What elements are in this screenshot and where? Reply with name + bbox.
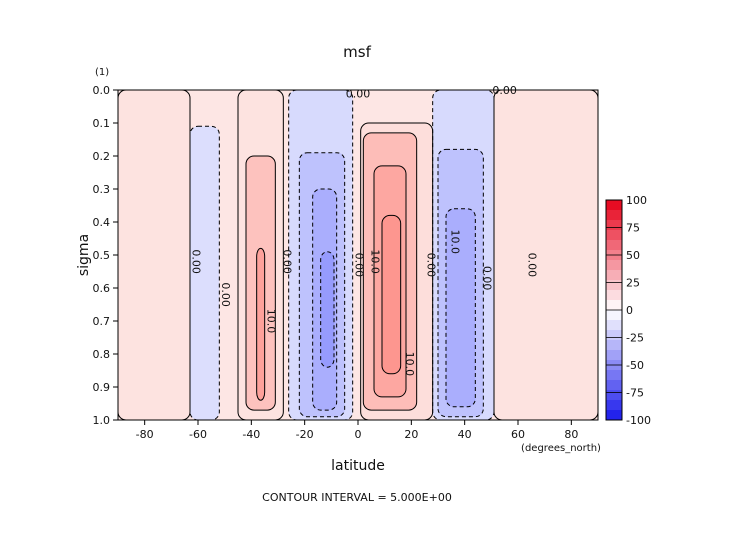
y-tick-label: 0.9 — [93, 381, 111, 394]
contour-line-14 — [381, 214, 402, 375]
x-axis-units: (degrees_north) — [521, 443, 601, 454]
contour-interval-footer: CONTOUR INTERVAL = 5.000E+00 — [262, 491, 452, 504]
colorbar: 100 75 50 25 0 -25 -50 -75 -100 — [605, 194, 651, 427]
colorbar-label: 25 — [626, 277, 640, 290]
contour-label: 0.00 — [480, 266, 493, 291]
colorbar-swatch — [606, 320, 622, 331]
x-tick-label: -60 — [189, 428, 207, 441]
y-tick-label: 1.0 — [93, 414, 111, 427]
colorbar-swatch — [606, 230, 622, 241]
chart-title: msf — [343, 43, 371, 61]
colorbar-swatch — [606, 350, 622, 361]
x-tick-label: -40 — [242, 428, 260, 441]
contour-label: 0.00 — [424, 253, 437, 278]
contour-line-13 — [373, 165, 407, 398]
contour-line-10 — [312, 188, 338, 411]
colorbar-label: 0 — [626, 304, 633, 317]
colorbar-swatch — [606, 330, 622, 341]
contour-label: 10.0 — [448, 230, 461, 255]
y-tick-label: 0.8 — [93, 348, 111, 361]
colorbar-swatch — [606, 270, 622, 281]
colorbar-swatch — [606, 410, 622, 421]
contour-line-6 — [493, 90, 598, 420]
colorbar-label: 100 — [626, 194, 647, 207]
colorbar-swatch — [606, 280, 622, 291]
y-tick-label: 0.7 — [93, 315, 111, 328]
contour-line-15 — [437, 148, 484, 418]
field-band-0 — [118, 90, 190, 420]
field-band-1 — [190, 126, 220, 420]
colorbar-swatch — [606, 200, 622, 211]
y-axis-ticks: 0.0 0.1 0.2 0.3 0.4 0.5 0.6 0.7 0.8 0.9 1.0 — [93, 84, 118, 427]
contour-line-16 — [445, 208, 476, 408]
contour-line-11 — [320, 251, 335, 368]
contour-label: 0.00 — [190, 249, 203, 274]
y-tick-label: 0.3 — [93, 183, 111, 196]
field-core-7 — [382, 215, 401, 374]
y-tick-label: 0.4 — [93, 216, 111, 229]
colorbar-swatch — [606, 340, 622, 351]
field-core-4 — [320, 251, 334, 368]
contour-layer — [118, 90, 598, 420]
x-tick-label: -80 — [136, 428, 154, 441]
contour-label: 0.00 — [526, 253, 539, 278]
colorbar-label: -75 — [626, 387, 644, 400]
contour-line-1 — [189, 125, 220, 420]
contour-line-12 — [362, 132, 418, 411]
colorbar-swatch — [606, 310, 622, 321]
x-tick-label: 60 — [511, 428, 525, 441]
field-layer — [118, 90, 598, 420]
contour-label: 0.00 — [492, 84, 516, 97]
y-tick-label: 0.6 — [93, 282, 111, 295]
field-band-6 — [494, 90, 598, 420]
contour-label: 0.00 — [219, 282, 232, 307]
field-core-9 — [446, 208, 476, 407]
colorbar-label: -25 — [626, 332, 644, 345]
colorbar-swatch — [606, 400, 622, 411]
contour-label: 10.0 — [403, 352, 416, 377]
x-axis-ticks: -80 -60 -40 -20 0 20 40 60 80 — [136, 420, 578, 441]
y-tick-label: 0.5 — [93, 249, 111, 262]
x-tick-label: 20 — [404, 428, 418, 441]
contour-line-3 — [288, 90, 354, 420]
colorbar-label: 75 — [626, 222, 640, 235]
contour-line-9 — [298, 152, 346, 418]
colorbar-swatch — [606, 240, 622, 251]
y-tick-label: 0.2 — [93, 150, 111, 163]
contour-label: 0.00 — [352, 253, 365, 278]
contour-line-2 — [237, 90, 284, 420]
colorbar-swatch — [606, 220, 622, 231]
colorbar-swatch — [606, 370, 622, 381]
y-axis-label: sigma — [76, 234, 92, 276]
x-tick-label: 0 — [355, 428, 362, 441]
colorbar-swatch — [606, 390, 622, 401]
contour-label: 10.0 — [264, 309, 277, 334]
scale-label: (1) — [95, 67, 109, 78]
field-core-1 — [256, 248, 265, 401]
colorbar-swatch — [606, 210, 622, 221]
contour-label: 10.0 — [368, 249, 381, 274]
colorbar-swatch — [606, 290, 622, 301]
colorbar-label: 50 — [626, 249, 640, 262]
x-tick-label: 80 — [564, 428, 578, 441]
contour-label: 0.00 — [280, 249, 293, 274]
x-axis-label: latitude — [331, 458, 385, 474]
colorbar-label: -100 — [626, 414, 651, 427]
contour-line-8 — [256, 247, 266, 401]
colorbar-swatch — [606, 380, 622, 391]
contour-label: 0.00 — [346, 87, 371, 100]
colorbar-swatch — [606, 260, 622, 271]
contour-line-7 — [245, 155, 276, 411]
colorbar-swatch — [606, 300, 622, 311]
colorbar-label: -50 — [626, 359, 644, 372]
x-tick-label: 40 — [458, 428, 472, 441]
y-tick-label: 0.0 — [93, 84, 111, 97]
y-tick-label: 0.1 — [93, 117, 111, 130]
x-tick-label: -20 — [296, 428, 314, 441]
